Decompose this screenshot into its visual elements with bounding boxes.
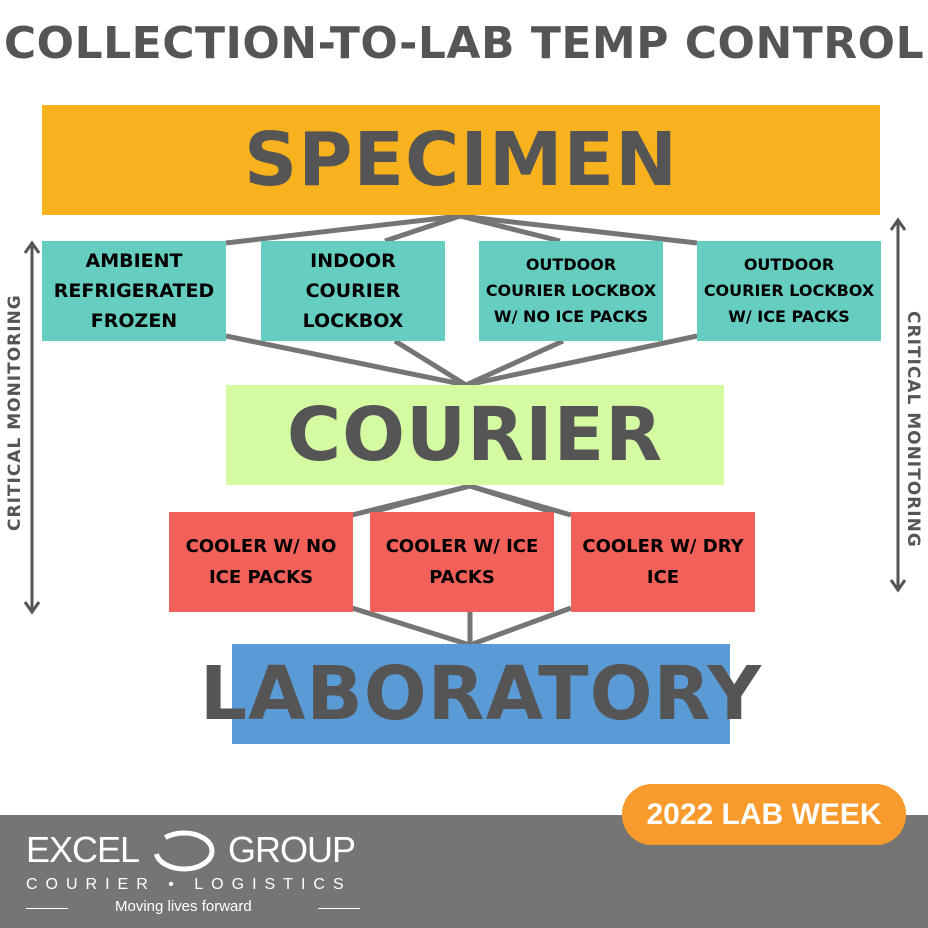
logo-name-right: GROUP: [228, 829, 356, 870]
storage-line: COURIER: [305, 280, 401, 302]
storage-line: OUTDOOR: [525, 255, 617, 274]
storage-line: OUTDOOR: [743, 255, 835, 274]
connector: [469, 483, 572, 518]
cooler-line: COOLER W/ DRY: [582, 536, 744, 557]
cooler-node-no-ice: COOLER W/ NO ICE PACKS: [169, 512, 353, 612]
cooler-node-ice: COOLER W/ ICE PACKS: [370, 512, 554, 612]
logo-subtitle: COURIER • LOGISTICS: [26, 876, 352, 893]
storage-line: FROZEN: [90, 310, 178, 332]
cooler-line: ICE PACKS: [208, 567, 314, 588]
divider: [26, 908, 68, 909]
specimen-label: SPECIMEN: [243, 117, 679, 203]
storage-line: LOCKBOX: [302, 310, 404, 332]
logo-tagline: Moving lives forward: [115, 898, 252, 915]
cooler-line: COOLER W/ NO: [185, 536, 337, 557]
page-title: COLLECTION-TO-LAB TEMP CONTROL: [3, 18, 925, 69]
storage-line: COURIER LOCKBOX: [485, 281, 657, 300]
storage-line: W/ NO ICE PACKS: [493, 307, 649, 326]
storage-line: AMBIENT: [85, 250, 183, 272]
storage-line: COURIER LOCKBOX: [703, 281, 875, 300]
storage-node-indoor-lockbox: INDOOR COURIER LOCKBOX: [261, 241, 445, 341]
storage-node-outdoor-no-ice: OUTDOOR COURIER LOCKBOX W/ NO ICE PACKS: [479, 241, 663, 341]
cooler-line: COOLER W/ ICE: [385, 536, 539, 557]
laboratory-label: LABORATORY: [199, 651, 763, 737]
connector: [225, 333, 467, 388]
cooler-line: ICE: [646, 567, 680, 588]
specimen-node: SPECIMEN: [42, 105, 880, 215]
logo-name-left: EXCEL: [26, 829, 140, 870]
side-label-right: CRITICAL MONITORING: [903, 311, 923, 548]
laboratory-node: LABORATORY: [200, 644, 761, 744]
side-label-left: CRITICAL MONITORING: [5, 294, 25, 531]
connector: [459, 213, 698, 246]
storage-line: W/ ICE PACKS: [728, 307, 850, 326]
cooler-node-dry-ice: COOLER W/ DRY ICE: [571, 512, 755, 612]
connector: [225, 213, 461, 246]
cooler-line: PACKS: [429, 567, 495, 588]
storage-line: REFRIGERATED: [53, 280, 215, 302]
storage-line: INDOOR: [310, 250, 396, 272]
storage-node-ambient: AMBIENT REFRIGERATED FROZEN: [42, 241, 226, 341]
courier-label: COURIER: [286, 392, 664, 478]
connector: [371, 483, 471, 515]
connector: [469, 605, 572, 648]
connector: [465, 333, 698, 388]
connector: [464, 338, 565, 388]
divider: [318, 908, 360, 909]
logo-swirl-icon: [153, 830, 215, 872]
connector: [351, 605, 471, 648]
storage-node-outdoor-ice: OUTDOOR COURIER LOCKBOX W/ ICE PACKS: [697, 241, 881, 341]
lab-week-badge: 2022 LAB WEEK: [622, 784, 906, 845]
connector: [393, 338, 468, 388]
connector: [384, 213, 461, 244]
courier-node: COURIER: [226, 385, 724, 485]
